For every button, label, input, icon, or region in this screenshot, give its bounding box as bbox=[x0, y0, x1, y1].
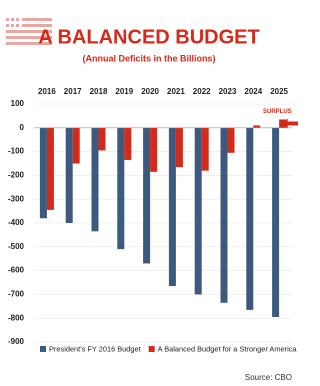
y-tick-label: -100 bbox=[8, 147, 25, 156]
bar bbox=[253, 125, 261, 128]
bar bbox=[72, 127, 80, 164]
y-tick-label: -400 bbox=[8, 218, 25, 227]
source: Source: CBO bbox=[245, 373, 292, 382]
bar bbox=[124, 127, 132, 160]
y-tick-label: 0 bbox=[20, 123, 25, 132]
bar bbox=[272, 127, 280, 318]
bar bbox=[150, 127, 158, 172]
bar bbox=[227, 127, 235, 153]
y-tick-label: -200 bbox=[8, 171, 25, 180]
x-tick-label: 2023 bbox=[219, 87, 237, 96]
x-tick-label: 2018 bbox=[90, 87, 108, 96]
x-tick-label: 2025 bbox=[270, 87, 288, 96]
x-tick-label: 2017 bbox=[64, 87, 82, 96]
bar bbox=[220, 127, 228, 303]
bar bbox=[117, 127, 125, 250]
bar bbox=[168, 127, 176, 287]
bar bbox=[143, 127, 151, 264]
x-tick-label: 2024 bbox=[244, 87, 262, 96]
legend-swatch bbox=[148, 346, 155, 352]
x-tick-label: 2019 bbox=[115, 87, 133, 96]
x-tick-label: 2020 bbox=[141, 87, 159, 96]
y-tick-label: -300 bbox=[8, 194, 25, 203]
y-tick-label: -700 bbox=[8, 290, 25, 299]
x-tick-label: 2016 bbox=[38, 87, 56, 96]
annotation: SURPLUS bbox=[263, 109, 292, 115]
flag-icon bbox=[6, 18, 52, 45]
legend-swatch bbox=[40, 346, 46, 352]
annotation-arrow bbox=[281, 118, 298, 129]
legend-label: A Balanced Budget for a Stronger America bbox=[158, 344, 298, 353]
y-tick-label: 100 bbox=[11, 99, 25, 108]
y-tick-label: -900 bbox=[8, 337, 25, 346]
y-tick-label: -600 bbox=[8, 266, 25, 275]
x-tick-label: 2022 bbox=[193, 87, 211, 96]
bar bbox=[175, 127, 183, 168]
bar bbox=[201, 127, 209, 171]
x-tick-label: 2021 bbox=[167, 87, 185, 96]
bar bbox=[98, 127, 106, 151]
bar bbox=[39, 127, 47, 219]
bar bbox=[91, 127, 99, 232]
y-tick-label: -800 bbox=[8, 313, 25, 322]
bar bbox=[194, 127, 202, 295]
chart-title: A BALANCED BUDGET bbox=[38, 26, 259, 48]
chart-subtitle: (Annual Deficits in the Billions) bbox=[82, 53, 215, 63]
bar bbox=[246, 127, 254, 310]
bar bbox=[65, 127, 73, 223]
chart: A BALANCED BUDGET (Annual Deficits in th… bbox=[6, 18, 298, 382]
y-tick-label: -500 bbox=[8, 242, 25, 251]
legend-label: President's FY 2016 Budget bbox=[49, 344, 141, 353]
bar bbox=[46, 127, 54, 210]
